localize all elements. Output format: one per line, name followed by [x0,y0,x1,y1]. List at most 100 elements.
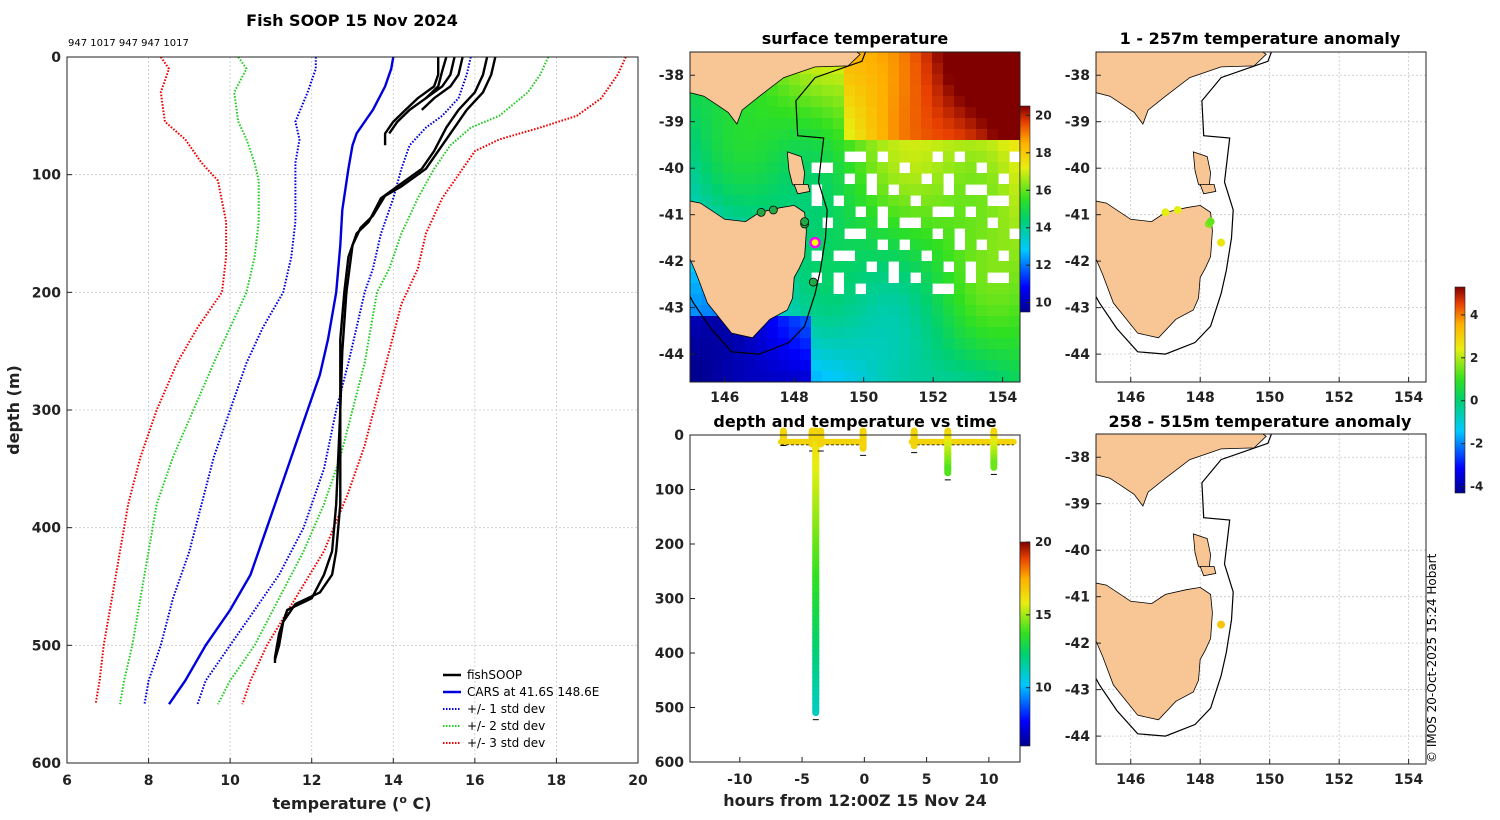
sst-land-polygon [690,52,861,125]
sst-cell [976,129,988,141]
sst-cell [723,162,735,174]
sst-cell [778,184,790,196]
sst-cell [789,74,801,86]
sst-cell [1009,140,1020,152]
sst-cell [690,118,702,130]
sst-cell [833,184,845,196]
sst-cell [965,107,977,119]
sst-cell [811,371,823,382]
sst-cell [712,140,724,152]
sst-cell [888,118,900,130]
sst-cell [899,261,911,273]
sst-cell [844,206,856,218]
sst-cell [767,327,779,339]
sst-cell [932,371,944,382]
sst-cell [855,338,867,350]
sst-cell [921,63,933,75]
sst-cell [811,129,823,141]
sst-cell [987,129,999,141]
sst-cell [811,140,823,152]
sst-cell [910,283,922,295]
sst-cell [712,206,724,218]
sst-cell [910,173,922,185]
sst-cell [943,239,955,251]
sst-shelf-contour [690,52,867,355]
sst-cell [943,129,955,141]
sst-cell [833,107,845,119]
a1-land-polygon [1192,151,1212,190]
sst-cell [877,173,889,185]
anomaly-deep-field [1096,434,1426,764]
sst-cell [921,327,933,339]
a1-ytick-label: -43 [1065,301,1090,317]
sst-cell [888,107,900,119]
sst-cell [987,140,999,152]
sst-cell [745,151,757,163]
sst-xtick-label: 150 [849,390,878,406]
sst-cell [965,63,977,75]
sst-cell [943,96,955,108]
sst-cell [778,327,790,339]
sst-cell [712,327,724,339]
sst-cell [877,261,889,273]
anomaly-shallow-points [1161,206,1226,247]
sst-cell [987,305,999,317]
sst-cell [833,371,845,382]
sst-cell [866,206,878,218]
depth-time-marks [777,427,1017,721]
sst-cell [943,360,955,372]
sst-cell [921,371,933,382]
a1-ytick-label: -39 [1065,115,1090,131]
sst-cell [921,349,933,361]
sst-cell [899,338,911,350]
sst-cell [998,228,1010,240]
sst-cell [800,151,812,163]
sst-cell [701,151,713,163]
sst-cell [690,283,702,295]
sst-cell [943,294,955,306]
sst-cell [767,151,779,163]
sst-cell [888,250,900,262]
sst-cell [921,52,933,64]
sst-cell [877,140,889,152]
sst-cb-tick-label: 18 [1035,146,1052,160]
sst-cell [723,151,735,163]
sst-cell [866,74,878,86]
sst-cell [910,184,922,196]
sst-cell [866,316,878,328]
sst-cell [690,294,702,306]
sst-cell [822,261,834,273]
sst-cell [690,327,702,339]
sst-cell [800,107,812,119]
sst-cell [877,228,889,240]
sst-cell [987,74,999,86]
anomaly-cb-tick-label: -2 [1470,437,1483,451]
sst-cell [855,371,867,382]
sst-cell [822,118,834,130]
profile-ylabel: depth (m) [4,365,23,455]
sst-cell [987,294,999,306]
sst-cell [756,162,768,174]
sst-cell [888,195,900,207]
sst-cell [998,239,1010,251]
sst-cell [976,283,988,295]
sst-cell [877,305,889,317]
copyright-footer: © IMOS 20-Oct-2025 15:24 Hobart [1425,553,1439,763]
profile-std-line [217,56,550,705]
sst-cell [976,272,988,284]
sst-cell [690,129,702,141]
sst-cell [954,184,966,196]
sst-cell [888,162,900,174]
sst-cell [1009,206,1020,218]
sst-cell [855,250,867,262]
profile-xtick-label: 6 [62,773,72,789]
sst-cell [932,173,944,185]
sst-cell [745,349,757,361]
sst-cell [932,52,944,64]
sst-cell [767,371,779,382]
sst-cell [745,162,757,174]
sst-cell [965,327,977,339]
sst-cell [800,74,812,86]
sst-cell [745,140,757,152]
sst-cell [822,316,834,328]
